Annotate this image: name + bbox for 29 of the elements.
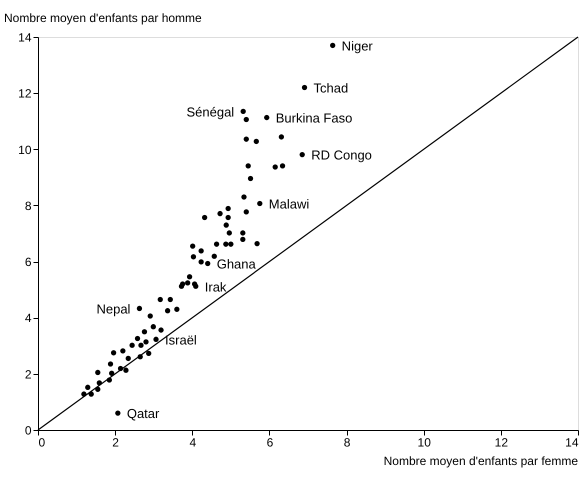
annotation: Irak	[204, 279, 227, 294]
annotation: Niger	[342, 38, 374, 54]
x-tick-label: 8	[344, 436, 351, 450]
y-tick-label: 0	[24, 424, 32, 438]
x-tick-label: 6	[266, 436, 274, 450]
x-tick-label: 2	[112, 436, 120, 450]
x-tick-label: 10	[418, 436, 432, 450]
annotation: Malawi	[268, 196, 310, 212]
annotation: Ghana	[216, 256, 257, 272]
y-axis-title: Nombre moyen d'enfants par homme	[4, 11, 202, 25]
y-tick-label: 10	[18, 142, 32, 157]
annotation: Israël	[165, 332, 197, 348]
x-axis-title: Nombre moyen d'enfants par femme	[384, 454, 578, 468]
y-tick-label: 8	[24, 198, 32, 213]
annotation: Sénégal	[186, 104, 234, 120]
y-tick-label: 4	[24, 311, 32, 326]
y-tick-label: 6	[24, 255, 32, 270]
annotation: Nepal	[96, 301, 131, 316]
annotation: Qatar	[126, 406, 160, 422]
annotation: RD Congo	[311, 148, 372, 163]
x-tick-label: 4	[189, 436, 196, 450]
y-tick-label: 14	[18, 30, 32, 44]
x-tick-label: 14	[565, 436, 579, 450]
x-tick-label: 12	[494, 436, 508, 450]
y-tick-label: 12	[18, 86, 32, 101]
x-tick-label: 0	[38, 436, 46, 450]
annotation: Burkina Faso	[276, 110, 352, 126]
y-tick-label: 2	[24, 367, 32, 382]
annotation: Tchad	[314, 80, 348, 96]
